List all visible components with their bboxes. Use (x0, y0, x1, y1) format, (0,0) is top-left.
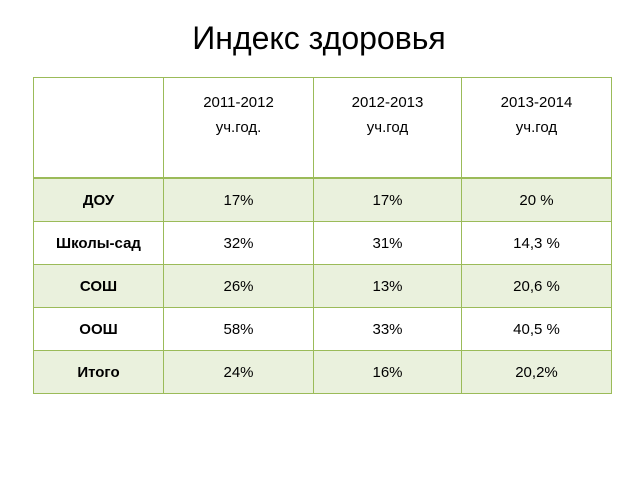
table-cell: 20,2% (461, 350, 612, 394)
table-cell: 24% (163, 350, 314, 394)
row-label: ДОУ (33, 177, 164, 222)
header-cell-2011-2012: 2011-2012 уч.год. (163, 77, 314, 179)
header-unit: уч.год (515, 119, 558, 136)
table-cell: 17% (313, 177, 462, 222)
table-cell: 20 % (461, 177, 612, 222)
table-header-row: 2011-2012 уч.год. 2012-2013 уч.год 2013-… (33, 77, 612, 179)
row-label: Школы-сад (33, 221, 164, 265)
table-row-total: Итого 24% 16% 20,2% (33, 350, 612, 394)
table-cell: 16% (313, 350, 462, 394)
row-label: СОШ (33, 264, 164, 308)
header-cell-empty (33, 77, 164, 179)
header-unit: уч.год (366, 119, 409, 136)
table-cell: 31% (313, 221, 462, 265)
table-row-dou: ДОУ 17% 17% 20 % (33, 177, 612, 222)
table-cell: 17% (163, 177, 314, 222)
table-row-schools-kindergarten: Школы-сад 32% 31% 14,3 % (33, 221, 612, 265)
health-index-table: 2011-2012 уч.год. 2012-2013 уч.год 2013-… (33, 77, 612, 394)
table-cell: 13% (313, 264, 462, 308)
header-years: 2011-2012 (203, 94, 274, 111)
header-cell-2013-2014: 2013-2014 уч.год (461, 77, 612, 179)
table-row-oosh: ООШ 58% 33% 40,5 % (33, 307, 612, 351)
table-cell: 58% (163, 307, 314, 351)
row-label: Итого (33, 350, 164, 394)
table-row-sosh: СОШ 26% 13% 20,6 % (33, 264, 612, 308)
header-years: 2013-2014 (500, 94, 573, 111)
table-cell: 40,5 % (461, 307, 612, 351)
header-years: 2012-2013 (351, 94, 424, 111)
table-cell: 20,6 % (461, 264, 612, 308)
header-cell-2012-2013: 2012-2013 уч.год (313, 77, 462, 179)
table-cell: 33% (313, 307, 462, 351)
header-unit: уч.год. (215, 119, 262, 136)
row-label: ООШ (33, 307, 164, 351)
table-cell: 14,3 % (461, 221, 612, 265)
table-cell: 32% (163, 221, 314, 265)
table-cell: 26% (163, 264, 314, 308)
slide-title: Индекс здоровья (192, 20, 446, 56)
